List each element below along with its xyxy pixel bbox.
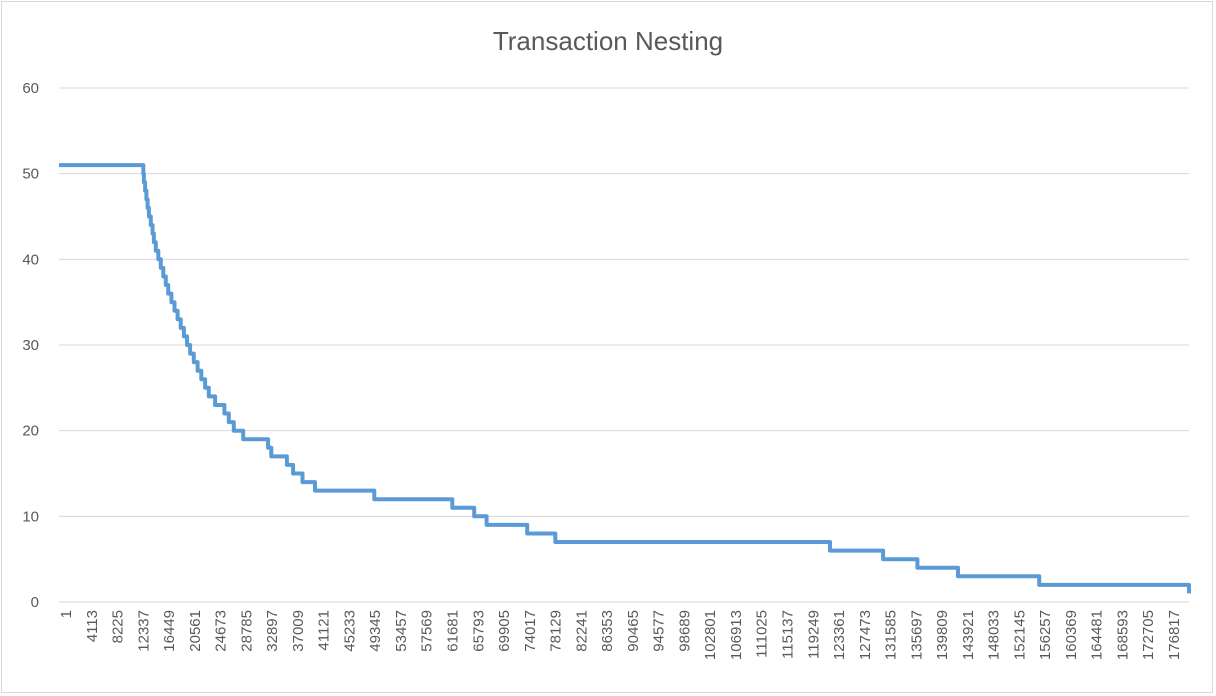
x-tick-label: 74017 (522, 610, 539, 652)
x-tick-label: 65793 (470, 610, 487, 652)
x-tick-label: 115137 (779, 610, 796, 659)
x-tick-label: 1 (58, 610, 75, 618)
y-tick-label: 50 (22, 166, 39, 183)
y-tick-label: 30 (22, 337, 39, 354)
x-tick-label: 152145 (1011, 610, 1028, 660)
x-tick-label: 86353 (599, 610, 616, 652)
x-tick-label: 90465 (625, 610, 642, 652)
x-tick-label: 94577 (651, 610, 668, 652)
x-tick-label: 37009 (290, 610, 307, 652)
x-tick-label: 4113 (84, 610, 101, 642)
series-line (59, 163, 1191, 594)
y-tick-label: 20 (22, 423, 39, 440)
x-tick-label: 156257 (1037, 610, 1054, 660)
x-tick-label: 176817 (1166, 610, 1183, 660)
x-tick-label: 160369 (1063, 610, 1080, 660)
x-tick-label: 8225 (110, 610, 127, 643)
x-tick-label: 123361 (831, 610, 848, 660)
x-tick-label: 139809 (934, 610, 951, 660)
x-tick-label: 131585 (883, 610, 900, 660)
y-tick-label: 60 (22, 80, 39, 97)
x-tick-label: 16449 (161, 610, 178, 652)
x-tick-label: 172705 (1140, 610, 1157, 660)
y-tick-label: 40 (22, 251, 39, 268)
x-tick-label: 41121 (316, 610, 333, 651)
x-tick-label: 102801 (702, 610, 719, 660)
series-layer (59, 163, 1191, 594)
x-tick-label: 168593 (1114, 610, 1131, 660)
y-tick-label: 10 (22, 508, 39, 525)
x-tick-label: 28785 (238, 610, 255, 652)
x-tick-label: 24673 (213, 610, 230, 652)
x-tick-label: 32897 (264, 610, 281, 652)
x-tick-label: 106913 (728, 610, 745, 660)
x-tick-label: 135697 (908, 610, 925, 660)
x-tick-label: 98689 (676, 610, 693, 652)
x-tick-label: 143921 (960, 610, 977, 660)
x-tick-label: 45233 (341, 610, 358, 652)
y-tick-label: 0 (31, 594, 39, 611)
x-axis: 1 4113 8225 12337 16449 20561 24673 28785 32897 3… (58, 610, 1183, 660)
chart-title: Transaction Nesting (493, 26, 723, 56)
x-tick-label: 148033 (986, 610, 1003, 660)
x-tick-label: 53457 (393, 610, 410, 652)
x-tick-label: 57569 (419, 610, 436, 652)
x-tick-label: 49345 (367, 610, 384, 652)
x-tick-label: 12337 (135, 610, 152, 652)
y-axis: 0 10 20 30 40 50 60 (22, 80, 39, 611)
x-tick-label: 111025 (754, 610, 771, 658)
x-tick-label: 78129 (548, 610, 565, 652)
x-tick-label: 164481 (1089, 610, 1106, 660)
x-tick-label: 82241 (573, 610, 590, 652)
x-tick-label: 127473 (857, 610, 874, 660)
gridlines (59, 87, 1189, 603)
x-tick-label: 20561 (187, 610, 204, 652)
x-tick-label: 119249 (805, 610, 822, 659)
x-tick-label: 69905 (496, 610, 513, 652)
x-tick-label: 61681 (445, 610, 462, 652)
